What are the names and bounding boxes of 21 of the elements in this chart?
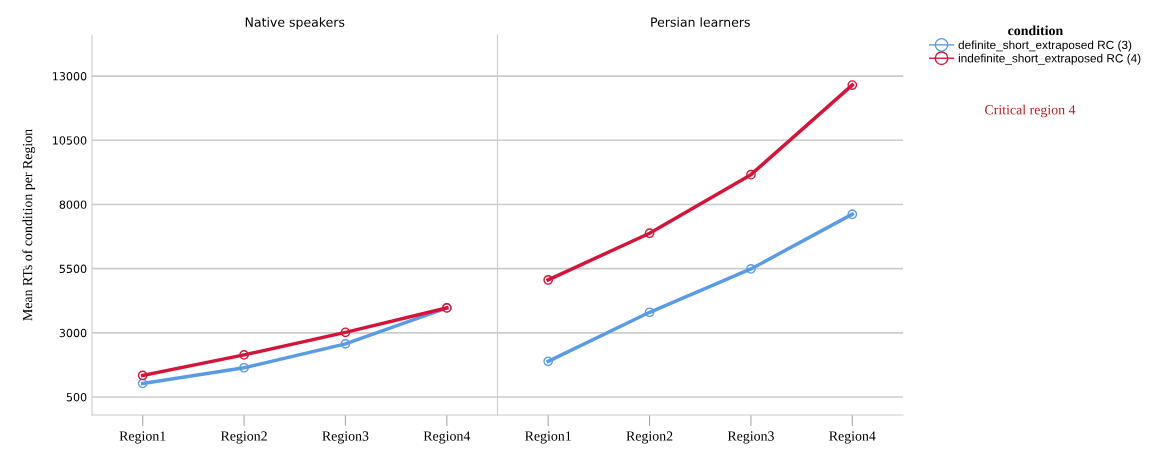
x-tick-label: Region2: [626, 431, 673, 444]
legend-label: indefinite_short_extraposed RC (4): [958, 53, 1141, 65]
x-tick-label: Region1: [119, 431, 166, 444]
y-tick-label: 10500: [53, 136, 87, 145]
x-tick-label: Region4: [829, 431, 876, 444]
y-tick-label: 5500: [59, 264, 87, 274]
x-tick-label: Region1: [525, 431, 571, 444]
y-tick-label: 500: [66, 393, 87, 402]
legend-title: condition: [1008, 25, 1063, 36]
y-tick-label: 3000: [59, 328, 87, 338]
x-tick-label: Region3: [322, 431, 369, 444]
y-tick-label: 8000: [59, 200, 87, 209]
x-tick-label: Region4: [423, 431, 471, 444]
y-tick-label: 13000: [53, 72, 87, 81]
legend-label: definite_short_extraposed RC (3): [958, 40, 1132, 52]
chart-title: Persian learners: [651, 17, 750, 27]
chart-title: Native speakers: [245, 17, 345, 30]
x-tick-label: Region3: [727, 431, 774, 444]
x-tick-label: Region2: [220, 431, 267, 444]
y-axis-title: Mean RTs of condition per Region: [22, 129, 36, 321]
text: Critical region 4: [985, 104, 1076, 118]
